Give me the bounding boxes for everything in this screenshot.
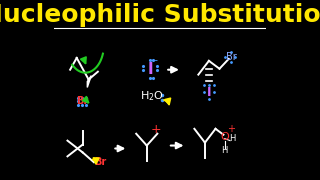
Text: H$_2$O: H$_2$O xyxy=(140,89,164,103)
Text: +: + xyxy=(228,124,236,134)
Text: Nucleophilic Substitution: Nucleophilic Substitution xyxy=(0,3,320,27)
Text: +: + xyxy=(151,123,161,136)
Text: H: H xyxy=(221,146,228,155)
Text: H: H xyxy=(229,134,236,143)
Text: I: I xyxy=(147,62,153,77)
Text: O: O xyxy=(220,132,229,142)
Text: I: I xyxy=(207,86,211,99)
Text: Br: Br xyxy=(226,52,237,62)
Text: -: - xyxy=(153,55,157,65)
Text: Br: Br xyxy=(94,157,107,167)
Text: Br: Br xyxy=(76,96,88,106)
Polygon shape xyxy=(87,76,91,87)
